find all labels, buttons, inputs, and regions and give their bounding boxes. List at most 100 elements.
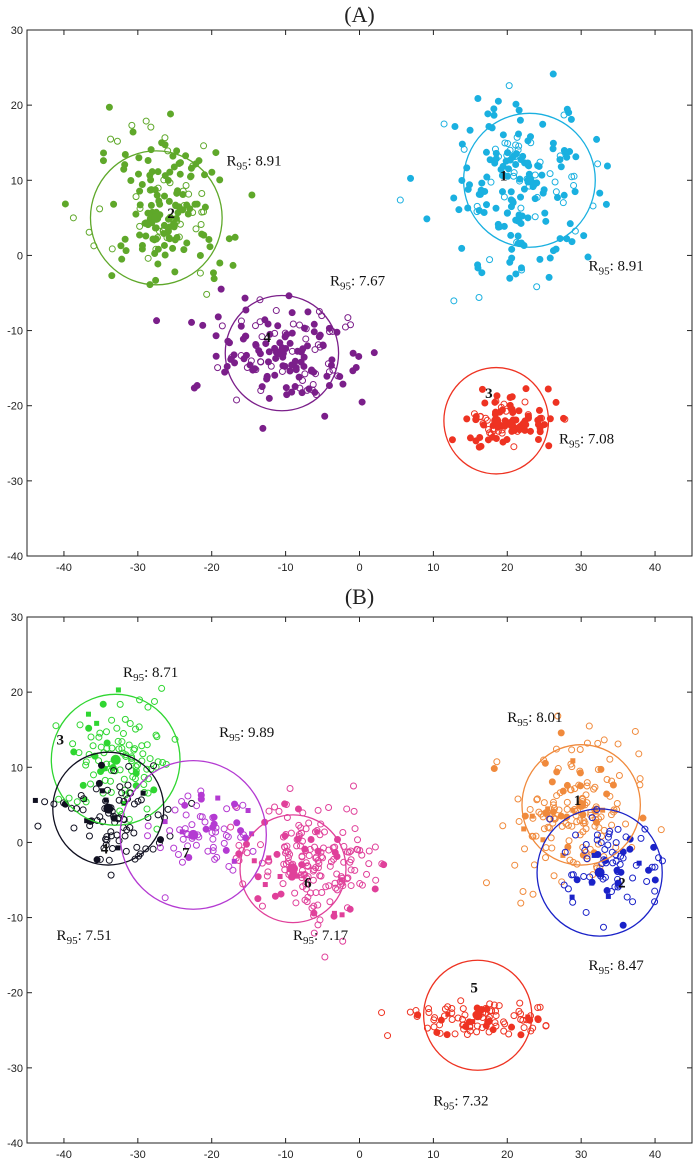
cluster-1-point	[553, 193, 561, 201]
cluster-2-point	[605, 830, 613, 838]
cluster-2-point	[136, 201, 144, 209]
cluster-3-point	[114, 737, 122, 745]
cluster-3-point	[115, 745, 123, 753]
cluster-6-point	[314, 864, 322, 872]
cluster-2-point	[167, 110, 175, 118]
cluster-2-point	[107, 135, 115, 143]
cluster-5-point	[457, 997, 465, 1005]
cluster-1-point	[519, 888, 527, 896]
cluster-4-point	[265, 394, 273, 402]
cluster-1-point	[518, 212, 526, 220]
cluster-1-point	[568, 173, 576, 181]
cluster-3-point	[87, 733, 95, 741]
cluster-1-point	[516, 175, 524, 183]
cluster-7-point	[166, 827, 174, 835]
cluster-1-r95-label: R95: 8.91	[589, 258, 644, 277]
cluster-6-point	[318, 888, 326, 896]
cluster-2-point	[108, 245, 116, 253]
cluster-1-point	[517, 219, 525, 227]
cluster-6-point	[310, 929, 318, 937]
cluster-6-point	[372, 876, 380, 884]
cluster-1-point	[560, 191, 568, 199]
cluster-1-point	[515, 142, 523, 150]
cluster-3-point	[475, 443, 483, 451]
cluster-1-point	[573, 818, 581, 826]
cluster-4-point	[300, 353, 308, 361]
cluster-6-point	[326, 898, 334, 906]
cluster-6-point	[298, 861, 306, 869]
cluster-4-point	[79, 806, 87, 814]
cluster-1-point	[526, 805, 534, 813]
cluster-7-point	[222, 846, 230, 854]
cluster-6-point	[302, 825, 310, 833]
cluster-5-point	[534, 1015, 542, 1023]
cluster-4-point	[41, 798, 49, 806]
cluster-4-point	[242, 332, 250, 340]
cluster-3-point	[65, 794, 73, 802]
cluster-1-point	[585, 722, 593, 730]
cluster-4-point	[102, 841, 110, 849]
cluster-5-point	[508, 1023, 516, 1031]
cluster-7-point	[224, 833, 232, 841]
y-tick-label: 0	[17, 837, 23, 849]
cluster-5-point	[517, 1010, 525, 1018]
cluster-3-label: 3	[57, 733, 65, 749]
cluster-6-point	[356, 880, 364, 888]
cluster-6-point	[304, 862, 312, 870]
cluster-2-point	[121, 235, 129, 243]
cluster-1-point	[474, 264, 482, 272]
cluster-6-label: 6	[304, 876, 312, 892]
cluster-2-point	[142, 117, 150, 125]
cluster-7-point	[231, 800, 239, 808]
cluster-4-point	[336, 373, 344, 381]
cluster-4-point	[296, 384, 304, 392]
cluster-6-point	[302, 880, 310, 888]
cluster-3-point	[552, 398, 560, 406]
cluster-1-outlier	[570, 758, 576, 764]
cluster-1-point	[493, 758, 501, 766]
cluster-4-point	[299, 345, 307, 353]
scatter-points	[61, 70, 611, 451]
cluster-2-point	[169, 244, 177, 252]
cluster-4-point	[281, 362, 289, 370]
cluster-6-point	[298, 837, 306, 845]
cluster-1-point	[507, 188, 515, 196]
cluster-3-point	[132, 725, 140, 733]
cluster-2-point	[129, 128, 137, 136]
cluster-1-point	[514, 232, 522, 240]
cluster-6-point	[331, 879, 339, 887]
cluster-1-outlier	[560, 852, 566, 858]
cluster-1-point	[540, 825, 548, 833]
cluster-5-point	[534, 1004, 542, 1012]
cluster-1-point	[631, 727, 639, 735]
cluster-4-point	[349, 349, 357, 357]
cluster-3-point	[107, 788, 115, 796]
x-tick-label: 10	[427, 562, 439, 574]
cluster-2-point	[99, 157, 107, 165]
cluster-1-point	[483, 201, 491, 209]
cluster-2-point	[183, 239, 191, 247]
cluster-3-point	[493, 392, 501, 400]
cluster-4-label: 4	[101, 842, 109, 858]
cluster-2-point	[69, 214, 77, 222]
cluster-5-point	[436, 1021, 444, 1029]
y-tick-label: 10	[11, 762, 23, 774]
cluster-4-point	[272, 307, 280, 315]
cluster-3-outlier	[102, 766, 108, 772]
cluster-4-centroid	[103, 803, 114, 814]
cluster-5-point	[448, 1005, 456, 1013]
cluster-1-point	[494, 97, 502, 105]
cluster-1-point	[598, 832, 606, 840]
cluster-2-point	[147, 176, 155, 184]
cluster-4-point	[130, 829, 138, 837]
cluster-3-r95-circle	[443, 366, 550, 475]
cluster-3-point	[99, 700, 107, 708]
cluster-5-point	[542, 1022, 550, 1030]
cluster-1-point	[550, 815, 558, 823]
cluster-6-point	[282, 801, 290, 809]
x-tick-label: 10	[427, 1149, 439, 1161]
cluster-4-point	[271, 371, 279, 379]
cluster-3-point	[536, 428, 544, 436]
cluster-1-point	[533, 283, 541, 291]
